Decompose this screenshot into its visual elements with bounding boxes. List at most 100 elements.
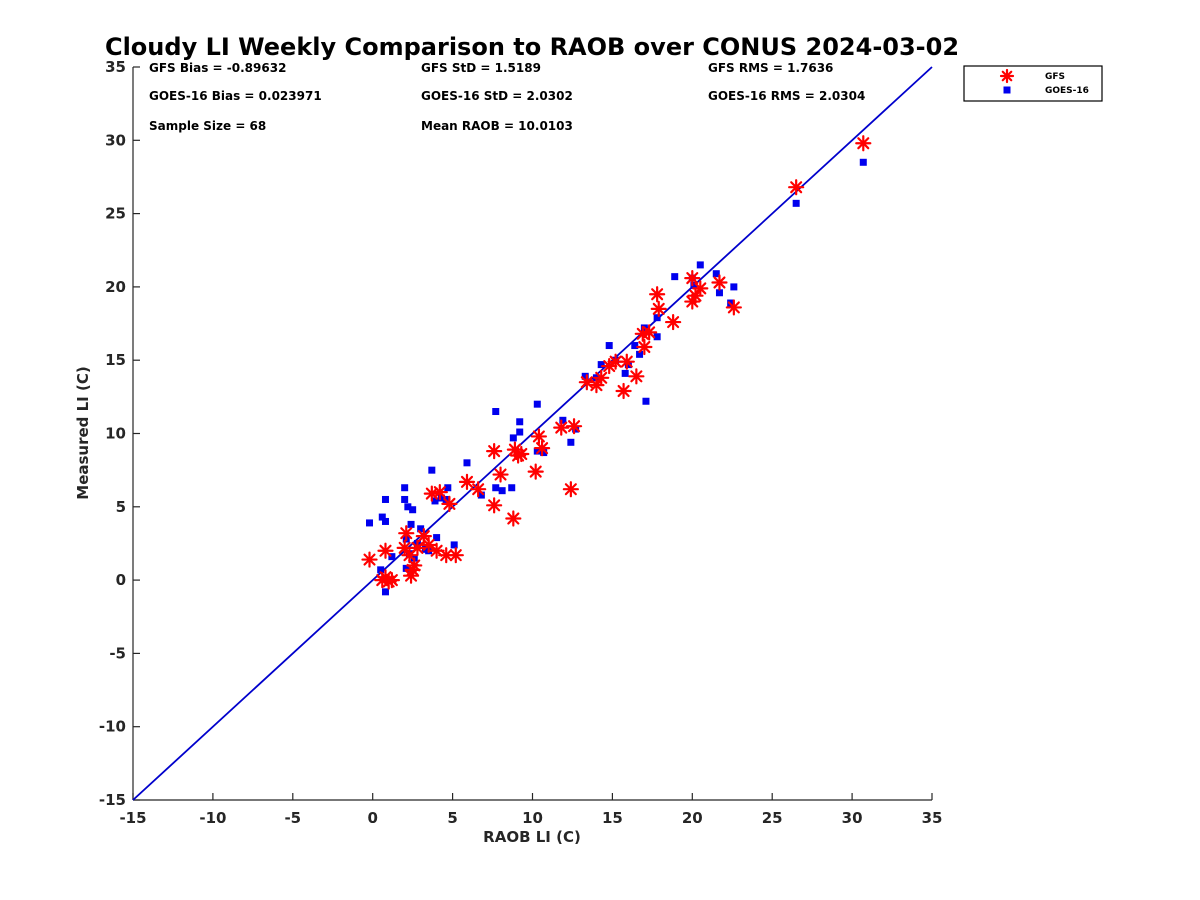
gfs-point: [398, 525, 415, 542]
legend-goes-16-label: GOES-16: [1045, 86, 1089, 96]
gfs-point: [486, 497, 503, 514]
gfs-point: [636, 338, 653, 356]
gfs-point: [431, 484, 448, 501]
gfs-point: [383, 571, 400, 589]
goes-16-legend-symbol: [1003, 86, 1011, 94]
goes-16-point: [381, 495, 389, 503]
goes-16-point: [730, 283, 738, 291]
goes-16-point: [653, 333, 661, 341]
goes-16-point: [407, 520, 415, 528]
series-gfs: [361, 135, 872, 590]
x-tick-label: 15: [602, 809, 623, 827]
goes-16-point: [404, 503, 412, 511]
goes-16-point: [621, 369, 629, 377]
goes-16-point: [715, 289, 723, 297]
gfs-point: [855, 135, 872, 152]
y-tick-label: 35: [105, 58, 126, 76]
x-tick-label: -10: [199, 809, 226, 827]
goes-16-point: [690, 281, 698, 289]
y-tick-label: 20: [105, 278, 126, 296]
gfs-point: [593, 369, 610, 386]
x-tick-label: 30: [842, 809, 863, 827]
gfs-point: [409, 539, 426, 556]
gfs-point: [441, 495, 458, 512]
gfs-point: [505, 510, 522, 527]
y-tick-label: 30: [105, 131, 126, 149]
goes-16-point: [377, 566, 385, 574]
gfs-std-text: GFS StD = 1.5189: [421, 61, 541, 75]
x-axis-ticks: -15 -10 -5 0 5 10 15 20 25 30 35: [119, 793, 942, 827]
gfs-point: [788, 179, 805, 196]
x-tick-label: 35: [922, 809, 943, 827]
goes-16-point: [605, 342, 613, 350]
gfs-point: [533, 440, 551, 457]
gfs-point: [711, 274, 728, 291]
y-tick-label: 15: [105, 351, 126, 369]
goes-rms-text: GOES-16 RMS = 2.0304: [708, 89, 865, 103]
goes-16-point: [540, 449, 548, 457]
gfs-point: [527, 463, 544, 480]
gfs-point: [641, 324, 658, 341]
goes-16-point: [567, 438, 575, 446]
y-tick-label: 5: [116, 498, 126, 516]
goes-16-point: [492, 484, 500, 492]
gfs-bias-text: GFS Bias = -0.89632: [149, 61, 286, 75]
y-axis-ticks: -15 -10 -5 0 5 10 15 20 25 30 35: [99, 58, 140, 809]
goes-16-point: [516, 418, 524, 426]
y-axis-label: Measured LI (C): [74, 366, 92, 499]
goes-16-point: [409, 506, 417, 514]
gfs-point: [565, 418, 583, 435]
chart-title: Cloudy LI Weekly Comparison to RAOB over…: [105, 33, 959, 61]
series-goes-16: [366, 158, 867, 596]
y-tick-label: 0: [116, 571, 126, 589]
gfs-point: [447, 547, 464, 564]
goes-16-point: [402, 564, 410, 572]
y-tick-label: 25: [105, 205, 126, 223]
goes-16-point: [516, 428, 524, 436]
gfs-point: [615, 382, 632, 400]
plot-area: -15 -10 -5 0 5 10 15 20 25 30 35 -15 -10 -5 0 5 10 15 20 2…: [99, 58, 943, 827]
gfs-point: [692, 280, 709, 297]
y-tick-label: -15: [99, 791, 126, 809]
gfs-point: [725, 299, 742, 316]
goes-16-point: [417, 525, 425, 533]
legend-gfs-label: GFS: [1045, 72, 1065, 82]
goes-16-point: [631, 342, 639, 350]
goes-16-point: [509, 434, 517, 442]
x-tick-label: 10: [522, 809, 543, 827]
goes-16-point: [642, 397, 650, 405]
gfs-point: [649, 286, 666, 303]
goes-16-point: [498, 487, 506, 495]
gfs-point: [618, 353, 635, 370]
x-axis-label: RAOB LI (C): [483, 828, 581, 846]
goes-16-point: [508, 484, 516, 492]
x-tick-label: 20: [682, 809, 703, 827]
gfs-point: [420, 536, 437, 554]
goes-16-point: [477, 491, 485, 499]
goes-16-point: [381, 588, 389, 596]
x-tick-label: 5: [447, 809, 457, 827]
goes-16-point: [428, 466, 436, 474]
x-tick-label: -5: [284, 809, 301, 827]
goes-16-point: [671, 273, 679, 281]
gfs-point: [650, 300, 667, 317]
goes-16-point: [437, 494, 445, 502]
goes-16-point: [559, 416, 567, 424]
y-tick-label: -5: [109, 644, 126, 662]
gfs-point: [486, 442, 503, 460]
goes-16-point: [401, 484, 409, 492]
gfs-point: [578, 374, 595, 391]
gfs-point: [406, 557, 423, 574]
goes-16-point: [450, 541, 458, 549]
y-tick-label: -10: [99, 718, 126, 736]
goes-std-text: GOES-16 StD = 2.0302: [421, 89, 573, 103]
sample-size-text: Sample Size = 68: [149, 119, 266, 133]
gfs-point: [553, 419, 570, 436]
goes-16-point: [388, 553, 396, 561]
goes-16-point: [401, 495, 409, 503]
goes-16-point: [792, 199, 800, 207]
goes-16-point: [381, 517, 389, 525]
gfs-legend-symbol: [999, 68, 1015, 84]
goes-16-point: [378, 513, 386, 521]
gfs-point: [513, 445, 530, 463]
